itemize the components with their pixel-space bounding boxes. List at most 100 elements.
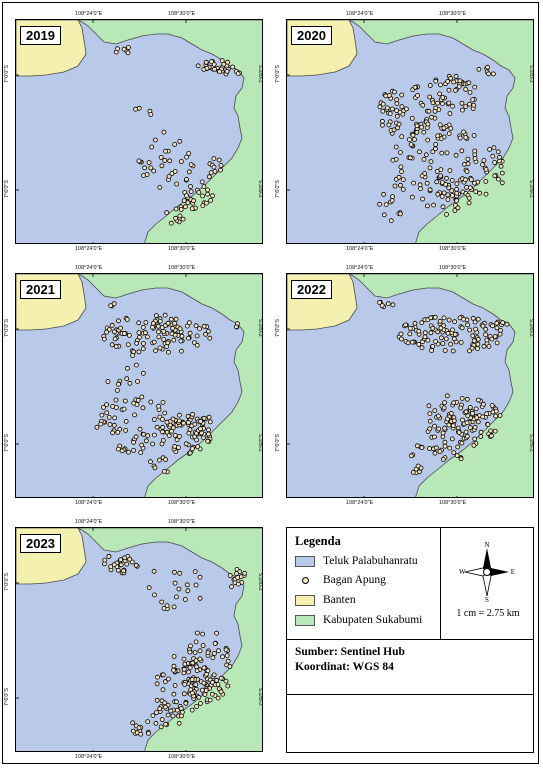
bagan-point xyxy=(113,344,119,349)
map-panel-2022: 2022 xyxy=(286,273,534,498)
bagan-point xyxy=(439,194,445,199)
bagan-point xyxy=(417,149,422,155)
bagan-point xyxy=(473,189,479,195)
bagan-point xyxy=(439,150,445,156)
bagan-point xyxy=(123,418,129,424)
bagan-point xyxy=(171,691,177,697)
bagan-point xyxy=(437,122,443,128)
bagan-point xyxy=(454,181,460,187)
bagan-point xyxy=(176,434,182,439)
bagan-point xyxy=(205,187,210,193)
bagan-point xyxy=(140,405,146,411)
bagan-point xyxy=(176,412,182,418)
coordinate-label: 7°0'0"S xyxy=(530,64,537,84)
bagan-point xyxy=(178,348,184,354)
bagan-point xyxy=(440,204,446,210)
bagan-point xyxy=(137,334,142,340)
bagan-point xyxy=(194,704,200,709)
bagan-point xyxy=(209,59,214,64)
bagan-point xyxy=(200,193,206,199)
bagan-point-icon xyxy=(295,575,315,586)
bagan-point xyxy=(188,162,194,168)
bagan-point xyxy=(432,434,437,440)
bagan-point xyxy=(200,643,206,648)
bagan-point xyxy=(441,125,447,131)
bagan-point xyxy=(170,425,176,431)
bagan-point xyxy=(417,182,423,188)
bagan-point xyxy=(178,159,184,164)
bagan-point xyxy=(99,412,105,418)
bagan-point xyxy=(168,708,174,714)
bagan-point xyxy=(478,429,484,435)
bagan-point xyxy=(203,688,209,693)
bagan-point xyxy=(432,423,438,429)
bagan-point xyxy=(98,421,104,427)
bagan-point xyxy=(109,322,115,328)
bagan-point xyxy=(443,336,449,342)
bagan-point xyxy=(173,215,179,221)
bagan-point xyxy=(181,691,187,697)
bagan-point xyxy=(446,100,452,106)
bagan-point xyxy=(450,423,456,429)
map-svg xyxy=(16,528,262,751)
bagan-point xyxy=(475,341,481,347)
bagan-point xyxy=(177,570,183,576)
bagan-point xyxy=(432,314,438,320)
bagan-point xyxy=(487,146,493,152)
bagan-point xyxy=(390,302,396,308)
bagan-point xyxy=(447,168,453,174)
bagan-point xyxy=(223,647,229,653)
bagan-point xyxy=(499,170,505,176)
bagan-point xyxy=(217,69,223,74)
bagan-point xyxy=(121,46,127,52)
bagan-point xyxy=(174,437,180,443)
bagan-point xyxy=(229,584,234,590)
bagan-point xyxy=(165,676,171,682)
bagan-point xyxy=(490,71,496,77)
bagan-point xyxy=(205,328,211,334)
bagan-point xyxy=(208,170,214,176)
bagan-point xyxy=(109,342,115,348)
bagan-point xyxy=(380,101,386,107)
bagan-point xyxy=(494,325,500,331)
bagan-point xyxy=(452,208,458,213)
bagan-point xyxy=(201,323,207,329)
bagan-point xyxy=(430,325,436,331)
bagan-point xyxy=(394,108,399,113)
legend-item-sea: Teluk Palabuhanratu xyxy=(295,554,418,568)
bagan-point xyxy=(399,92,405,98)
bagan-point xyxy=(440,456,446,462)
bagan-point xyxy=(174,707,180,713)
bagan-point xyxy=(207,419,213,425)
bagan-point xyxy=(160,672,166,678)
bagan-point xyxy=(176,418,182,424)
bagan-point xyxy=(387,111,393,116)
bagan-point xyxy=(394,101,400,106)
source-text: Sumber: Sentinel Hub xyxy=(295,646,405,658)
bagan-point xyxy=(201,184,207,190)
bagan-point xyxy=(160,424,166,430)
bagan-point xyxy=(212,66,217,72)
bagan-point xyxy=(458,340,464,345)
bagan-point xyxy=(394,97,400,103)
bagan-point xyxy=(419,445,425,451)
bagan-point xyxy=(492,173,498,179)
bagan-point xyxy=(494,320,500,326)
bagan-point xyxy=(488,433,494,439)
bagan-point xyxy=(164,419,170,425)
bagan-point xyxy=(483,178,489,184)
bagan-point xyxy=(489,403,495,408)
legend-label: Kabupaten Sukabumi xyxy=(323,614,423,626)
bagan-point xyxy=(107,422,113,427)
bagan-point xyxy=(143,438,149,444)
bagan-point xyxy=(122,398,128,404)
coordinate-label: 7°6'0"S xyxy=(259,179,266,199)
bagan-point xyxy=(463,87,469,92)
coordinate-label: 7°6'0"S xyxy=(4,179,11,199)
bagan-point xyxy=(407,137,412,142)
bagan-point xyxy=(151,432,157,438)
bagan-point xyxy=(471,338,477,344)
bagan-point xyxy=(460,417,465,423)
bagan-point xyxy=(436,426,442,432)
bagan-point xyxy=(151,417,157,422)
